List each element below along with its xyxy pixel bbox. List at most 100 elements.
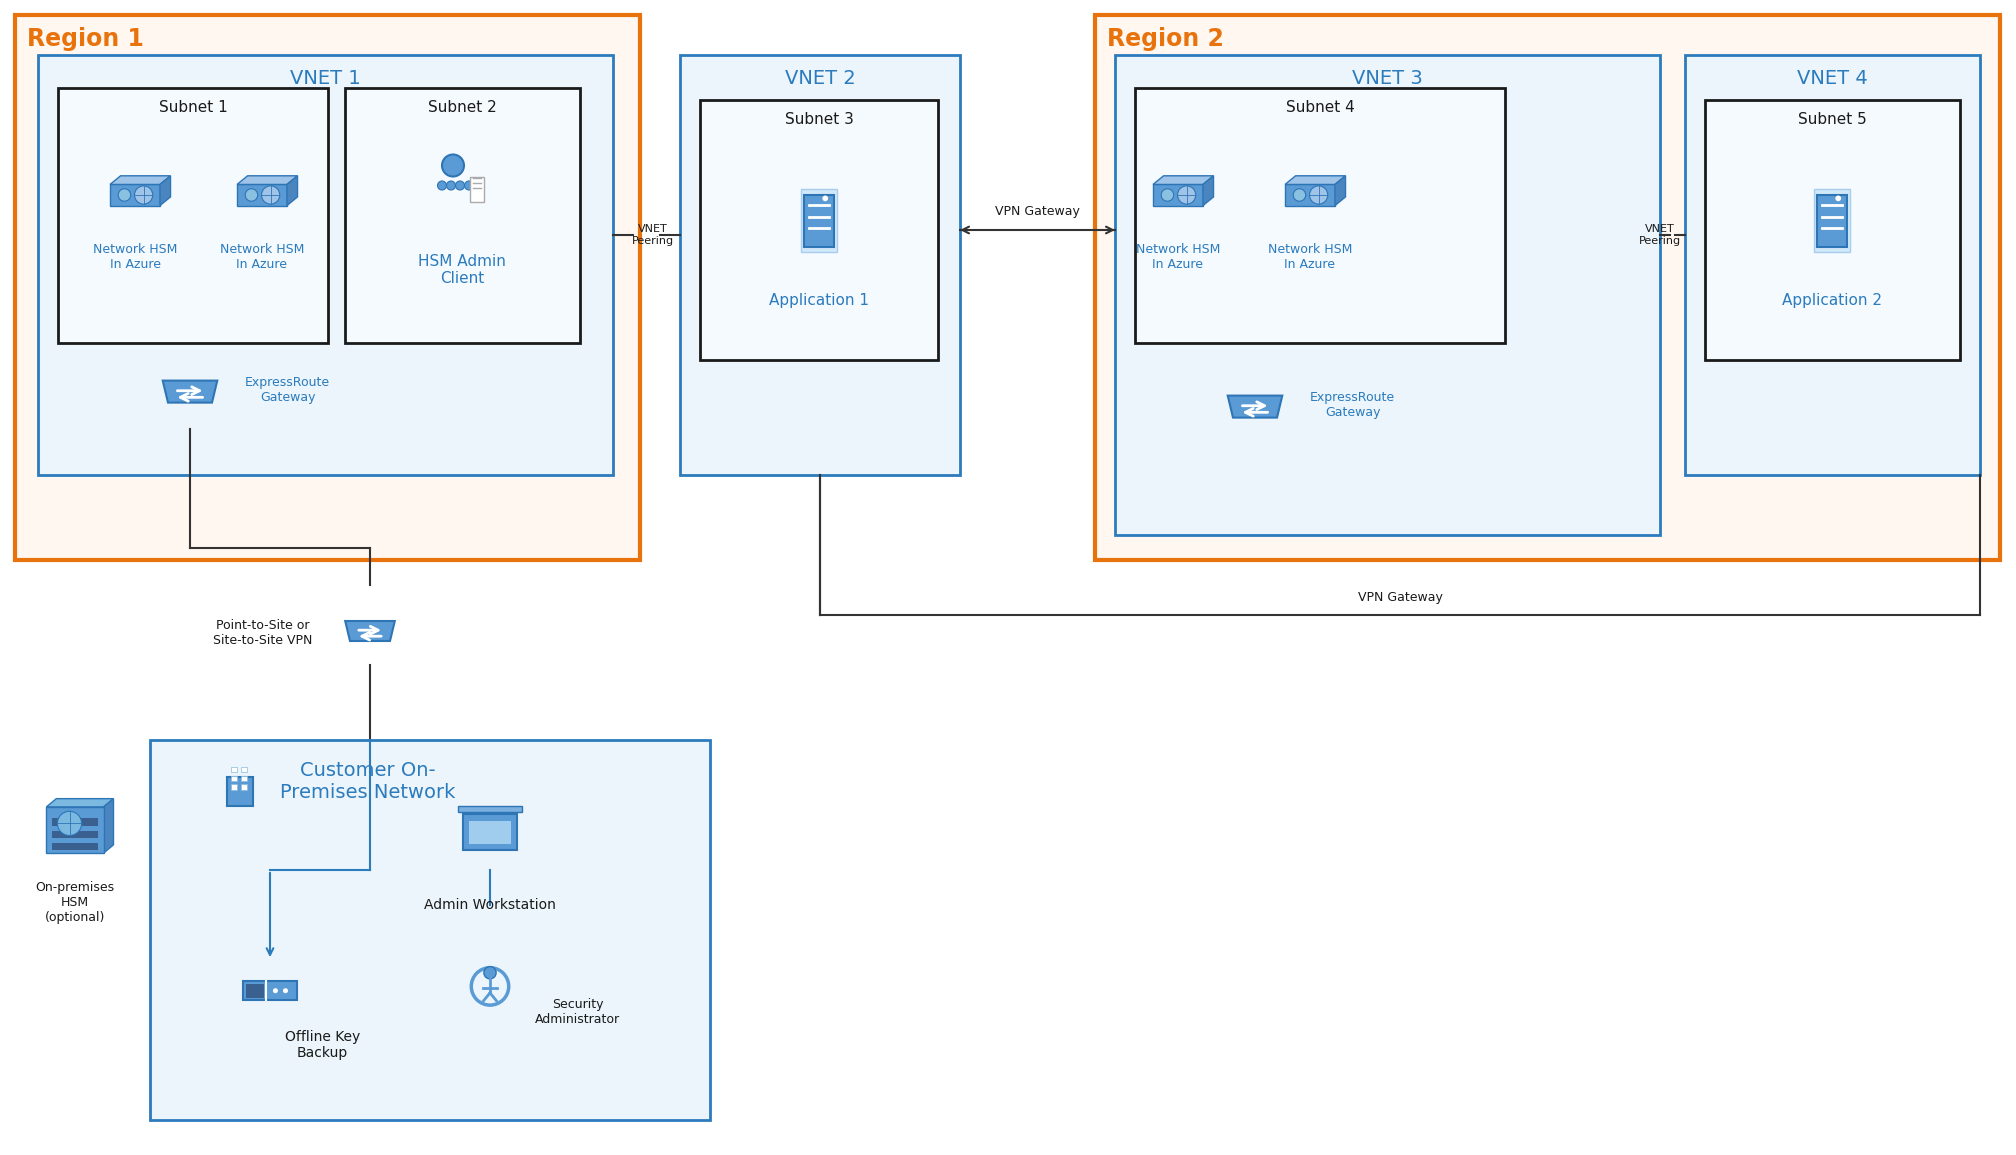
Bar	[800, 189, 837, 253]
Circle shape	[56, 811, 81, 835]
Text: Point-to-Site or
Site-to-Site VPN: Point-to-Site or Site-to-Site VPN	[212, 619, 312, 647]
Text: Network HSM
In Azure: Network HSM In Azure	[1268, 243, 1353, 271]
Circle shape	[474, 181, 482, 191]
Bar	[246, 984, 264, 998]
Bar	[242, 767, 248, 773]
Text: HSM Admin
Client: HSM Admin Client	[417, 254, 506, 286]
Circle shape	[262, 186, 280, 204]
Circle shape	[456, 181, 464, 191]
Text: VNET 3: VNET 3	[1353, 69, 1423, 89]
Text: VPN Gateway: VPN Gateway	[996, 206, 1081, 218]
Bar	[1685, 55, 1980, 475]
Bar	[804, 195, 833, 247]
Polygon shape	[238, 176, 298, 185]
Circle shape	[446, 181, 456, 191]
Bar	[226, 777, 254, 805]
Bar	[111, 185, 159, 206]
Text: VNET
Peering: VNET Peering	[631, 224, 673, 246]
Bar	[1818, 195, 1847, 247]
Polygon shape	[345, 621, 395, 641]
Text: Application 1: Application 1	[768, 292, 869, 307]
Bar	[52, 830, 99, 837]
Text: Admin Workstation: Admin Workstation	[423, 897, 556, 912]
Circle shape	[1835, 195, 1841, 201]
Circle shape	[1292, 188, 1306, 201]
Text: VNET 2: VNET 2	[784, 69, 855, 89]
Circle shape	[272, 989, 278, 993]
Bar	[458, 805, 522, 812]
Circle shape	[437, 181, 446, 191]
Bar	[14, 15, 639, 560]
Text: VPN Gateway: VPN Gateway	[1357, 590, 1441, 604]
Polygon shape	[1284, 176, 1345, 185]
Text: Offline Key
Backup: Offline Key Backup	[284, 1030, 361, 1060]
Bar	[149, 740, 710, 1120]
Text: Customer On-
Premises Network: Customer On- Premises Network	[280, 761, 456, 803]
Text: Application 2: Application 2	[1782, 292, 1883, 307]
Polygon shape	[1228, 396, 1282, 418]
Polygon shape	[286, 176, 298, 206]
Bar	[345, 88, 581, 343]
Circle shape	[282, 989, 288, 993]
Bar	[46, 807, 103, 854]
Text: On-premises
HSM
(optional): On-premises HSM (optional)	[36, 880, 115, 924]
Text: Network HSM
In Azure: Network HSM In Azure	[220, 243, 304, 271]
Text: Subnet 1: Subnet 1	[159, 100, 228, 116]
Text: Security
Administrator: Security Administrator	[534, 998, 621, 1026]
Bar	[52, 843, 99, 850]
Polygon shape	[46, 798, 113, 807]
Bar	[700, 100, 937, 360]
Text: Region 1: Region 1	[26, 27, 143, 51]
Circle shape	[442, 155, 464, 177]
Polygon shape	[163, 381, 218, 403]
Bar	[1814, 189, 1849, 253]
Bar	[1115, 55, 1659, 535]
Text: ExpressRoute
Gateway: ExpressRoute Gateway	[1310, 392, 1395, 419]
Bar	[1153, 185, 1204, 206]
Circle shape	[484, 967, 496, 978]
Circle shape	[464, 181, 474, 191]
Bar	[244, 982, 296, 1000]
Polygon shape	[159, 176, 171, 206]
Bar	[232, 775, 236, 781]
Circle shape	[823, 195, 829, 201]
Bar	[464, 814, 516, 850]
Circle shape	[135, 186, 153, 204]
Bar	[470, 821, 510, 843]
Bar	[242, 775, 248, 781]
Circle shape	[119, 188, 131, 201]
Polygon shape	[1335, 176, 1345, 206]
Bar	[58, 88, 329, 343]
Bar	[38, 55, 613, 475]
Bar	[1135, 88, 1506, 343]
Bar	[1095, 15, 2000, 560]
Text: Subnet 4: Subnet 4	[1286, 100, 1355, 116]
Text: Region 2: Region 2	[1107, 27, 1224, 51]
Text: VNET 4: VNET 4	[1796, 69, 1869, 89]
Polygon shape	[103, 798, 113, 854]
Polygon shape	[111, 176, 171, 185]
Polygon shape	[1153, 176, 1214, 185]
Text: Subnet 3: Subnet 3	[784, 112, 853, 127]
Text: VNET
Peering: VNET Peering	[1639, 224, 1681, 246]
Bar	[232, 767, 236, 773]
Text: VNET 1: VNET 1	[290, 69, 361, 89]
Text: ExpressRoute
Gateway: ExpressRoute Gateway	[246, 377, 331, 404]
Bar	[1706, 100, 1960, 360]
Bar	[232, 784, 236, 790]
Bar	[238, 185, 286, 206]
Bar	[1284, 185, 1335, 206]
Circle shape	[1177, 186, 1195, 204]
Text: Subnet 2: Subnet 2	[427, 100, 496, 116]
Bar	[679, 55, 960, 475]
Circle shape	[246, 188, 258, 201]
Polygon shape	[1204, 176, 1214, 206]
Text: Network HSM
In Azure: Network HSM In Azure	[93, 243, 177, 271]
Text: Network HSM
In Azure: Network HSM In Azure	[1135, 243, 1220, 271]
Text: Subnet 5: Subnet 5	[1798, 112, 1867, 127]
Bar	[470, 177, 484, 202]
Circle shape	[1310, 186, 1329, 204]
Bar	[242, 784, 248, 790]
Circle shape	[1161, 188, 1173, 201]
Bar	[52, 819, 99, 826]
